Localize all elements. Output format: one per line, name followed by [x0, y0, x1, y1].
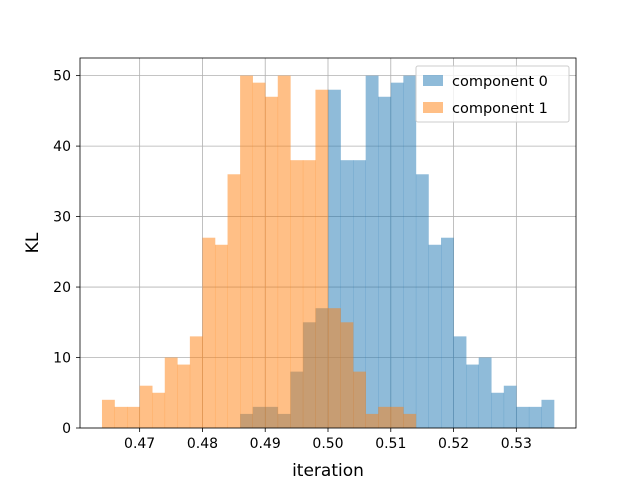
y-tick-label: 0 [62, 421, 71, 437]
y-tick-label: 10 [53, 351, 71, 367]
y-tick-label: 50 [53, 69, 71, 85]
histogram-bar [353, 160, 366, 428]
histogram-bar [340, 322, 354, 428]
histogram-bar [466, 364, 479, 428]
x-tick-label: 0.51 [375, 436, 406, 452]
histogram-bar [214, 244, 228, 428]
histogram-bar [189, 336, 203, 428]
legend-box [415, 65, 570, 123]
histogram-bar [328, 308, 341, 428]
histogram-bar [277, 75, 291, 428]
x-axis-label: iteration [292, 461, 364, 480]
histogram-bar [127, 406, 140, 428]
histogram-bar [152, 392, 166, 428]
y-tick-label: 30 [53, 210, 71, 226]
histogram-bar [503, 385, 517, 428]
x-tick-label: 0.53 [501, 436, 532, 452]
histogram-bar [491, 392, 505, 428]
histogram-bar [390, 82, 404, 429]
histogram-bar [415, 174, 429, 428]
histogram-bar [403, 413, 417, 428]
axis-ticks: 0.47 0.48 0.49 0.50 0.51 0.52 0.53 0 10 20 30 40 50 [53, 69, 532, 452]
x-tick-label: 0.48 [187, 436, 218, 452]
series-1-bars [101, 75, 417, 429]
histogram-bar [164, 357, 178, 428]
histogram-bar [227, 174, 241, 428]
histogram-bar [101, 399, 115, 428]
histogram-bar [252, 82, 266, 429]
histogram-bars [101, 75, 555, 429]
x-tick-label: 0.52 [438, 436, 469, 452]
histogram-bar [139, 385, 153, 428]
histogram-bar [365, 75, 379, 428]
histogram-bar [403, 75, 417, 428]
x-tick-label: 0.49 [250, 436, 281, 452]
histogram-bar [302, 160, 316, 428]
y-axis-label: KL [23, 232, 43, 253]
histogram-bar [441, 237, 454, 428]
histogram-bar [378, 406, 392, 428]
histogram-bar [315, 89, 329, 428]
histogram-bar [528, 406, 542, 428]
histogram-bar [365, 413, 379, 428]
x-tick-label: 0.47 [124, 436, 155, 452]
histogram-bar [378, 96, 392, 428]
histogram-bar [202, 237, 216, 428]
histogram-bar [240, 75, 253, 428]
histogram-bar [265, 96, 279, 428]
y-tick-label: 40 [53, 139, 71, 155]
x-tick-label: 0.50 [312, 436, 343, 452]
histogram-bar [541, 399, 555, 428]
histogram-bar [177, 364, 191, 428]
histogram-bar [478, 357, 492, 428]
histogram-bar [453, 336, 467, 428]
legend-label: component 1 [452, 101, 548, 117]
histogram-bar [428, 244, 442, 428]
histogram-bar [114, 406, 128, 428]
y-tick-label: 20 [53, 280, 71, 296]
legend-swatch [423, 75, 443, 86]
legend-label: component 0 [452, 74, 548, 90]
histogram-bar [516, 406, 530, 428]
legend-swatch [423, 102, 443, 113]
histogram-bar [353, 371, 366, 428]
histogram-bar [390, 406, 404, 428]
legend: component 0 component 1 [415, 65, 570, 123]
histogram-bar [290, 160, 304, 428]
